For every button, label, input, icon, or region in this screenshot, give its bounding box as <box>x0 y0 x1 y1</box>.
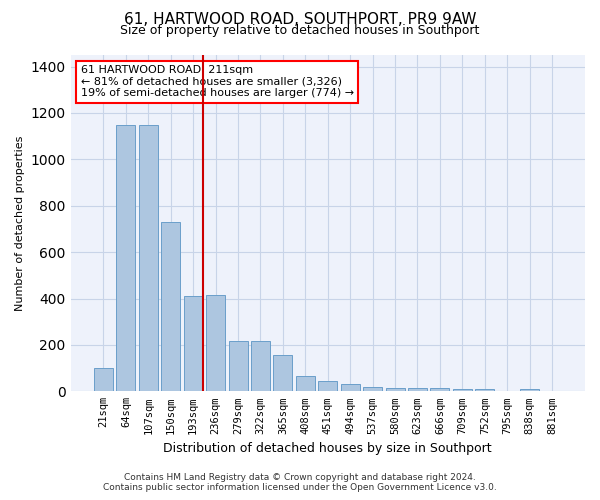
Text: 61 HARTWOOD ROAD: 211sqm
← 81% of detached houses are smaller (3,326)
19% of sem: 61 HARTWOOD ROAD: 211sqm ← 81% of detach… <box>81 65 354 98</box>
Bar <box>453 388 472 392</box>
Bar <box>318 381 337 392</box>
Bar <box>520 389 539 392</box>
Bar <box>341 384 360 392</box>
Bar <box>139 124 158 392</box>
Y-axis label: Number of detached properties: Number of detached properties <box>15 136 25 311</box>
Bar <box>206 295 225 392</box>
Bar <box>386 388 404 392</box>
Bar <box>229 342 248 392</box>
Text: Contains HM Land Registry data © Crown copyright and database right 2024.
Contai: Contains HM Land Registry data © Crown c… <box>103 473 497 492</box>
X-axis label: Distribution of detached houses by size in Southport: Distribution of detached houses by size … <box>163 442 492 455</box>
Bar <box>274 356 292 392</box>
Bar <box>161 222 180 392</box>
Bar <box>116 124 136 392</box>
Bar <box>408 388 427 392</box>
Bar <box>475 390 494 392</box>
Bar <box>94 368 113 392</box>
Bar <box>184 296 203 392</box>
Text: 61, HARTWOOD ROAD, SOUTHPORT, PR9 9AW: 61, HARTWOOD ROAD, SOUTHPORT, PR9 9AW <box>124 12 476 28</box>
Bar <box>430 388 449 392</box>
Bar <box>251 342 270 392</box>
Text: Size of property relative to detached houses in Southport: Size of property relative to detached ho… <box>121 24 479 37</box>
Bar <box>296 376 315 392</box>
Bar <box>363 386 382 392</box>
